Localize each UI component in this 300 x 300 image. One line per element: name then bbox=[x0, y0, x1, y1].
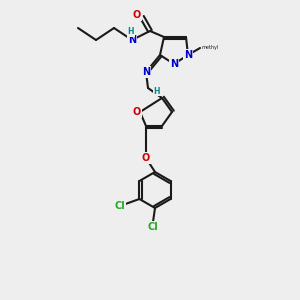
Text: methyl: methyl bbox=[202, 44, 219, 50]
Text: O: O bbox=[133, 107, 141, 117]
Text: H: H bbox=[128, 28, 134, 37]
Text: Cl: Cl bbox=[114, 201, 125, 211]
Text: N: N bbox=[128, 35, 136, 45]
Text: N: N bbox=[184, 50, 192, 60]
Text: N: N bbox=[170, 59, 178, 69]
Text: Cl: Cl bbox=[148, 222, 158, 232]
Text: O: O bbox=[142, 153, 150, 163]
Text: O: O bbox=[133, 10, 141, 20]
Text: N: N bbox=[142, 67, 150, 77]
Text: H: H bbox=[154, 86, 160, 95]
